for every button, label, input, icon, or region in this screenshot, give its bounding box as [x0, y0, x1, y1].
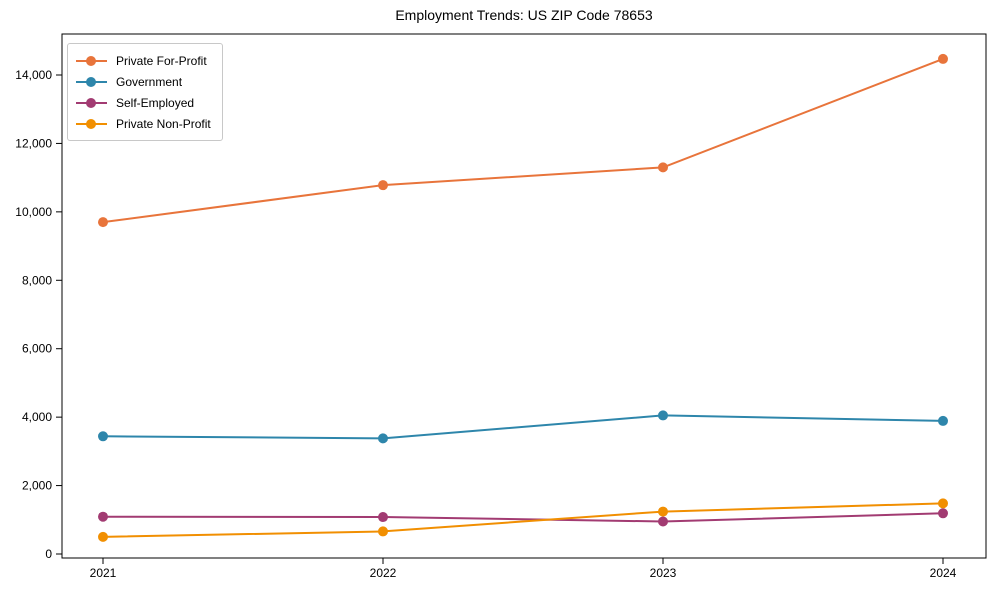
x-tick-label: 2024 — [930, 566, 957, 580]
legend-marker — [76, 97, 107, 109]
legend-item: Private Non-Profit — [76, 113, 211, 134]
x-tick-label: 2021 — [90, 566, 117, 580]
legend-item: Self-Employed — [76, 92, 211, 113]
series-line — [102, 57, 944, 224]
data-point — [98, 217, 108, 228]
legend-label: Private For-Profit — [116, 53, 207, 68]
data-point — [98, 511, 108, 522]
series-line — [102, 414, 944, 440]
data-point — [658, 162, 668, 173]
legend-label: Self-Employed — [116, 95, 195, 110]
legend-item: Government — [76, 71, 211, 92]
series-line — [102, 502, 944, 538]
legend-marker — [76, 76, 107, 88]
data-point — [98, 431, 108, 442]
legend-label: Private Non-Profit — [116, 116, 211, 131]
data-point — [98, 531, 108, 542]
x-tick-label: 2022 — [370, 566, 397, 580]
legend-marker — [76, 118, 107, 130]
y-tick-label: 10,000 — [15, 205, 52, 219]
legend: Private For-Profit Government Self-Emplo… — [67, 43, 223, 141]
y-tick-label: 6,000 — [22, 342, 52, 356]
data-point — [938, 498, 948, 509]
chart-title: Employment Trends: US ZIP Code 78653 — [395, 7, 653, 23]
data-point — [938, 415, 948, 426]
y-tick-label: 4,000 — [22, 410, 52, 424]
data-point — [378, 433, 388, 444]
data-point — [938, 53, 948, 64]
data-point — [938, 508, 948, 519]
y-tick-label: 14,000 — [15, 68, 52, 82]
data-point — [658, 516, 668, 527]
data-point — [658, 410, 668, 421]
series-line — [102, 512, 944, 523]
legend-label: Government — [116, 74, 183, 89]
data-point — [378, 180, 388, 191]
y-tick-label: 8,000 — [22, 273, 52, 287]
y-tick-label: 2,000 — [22, 479, 52, 493]
legend-marker — [76, 55, 107, 67]
data-point — [658, 506, 668, 517]
data-point — [378, 512, 388, 523]
legend-item: Private For-Profit — [76, 50, 211, 71]
plot-border — [61, 33, 987, 559]
data-point — [378, 526, 388, 537]
y-tick-label: 12,000 — [15, 136, 52, 150]
x-tick-label: 2023 — [650, 566, 677, 580]
y-tick-label: 0 — [45, 547, 52, 561]
